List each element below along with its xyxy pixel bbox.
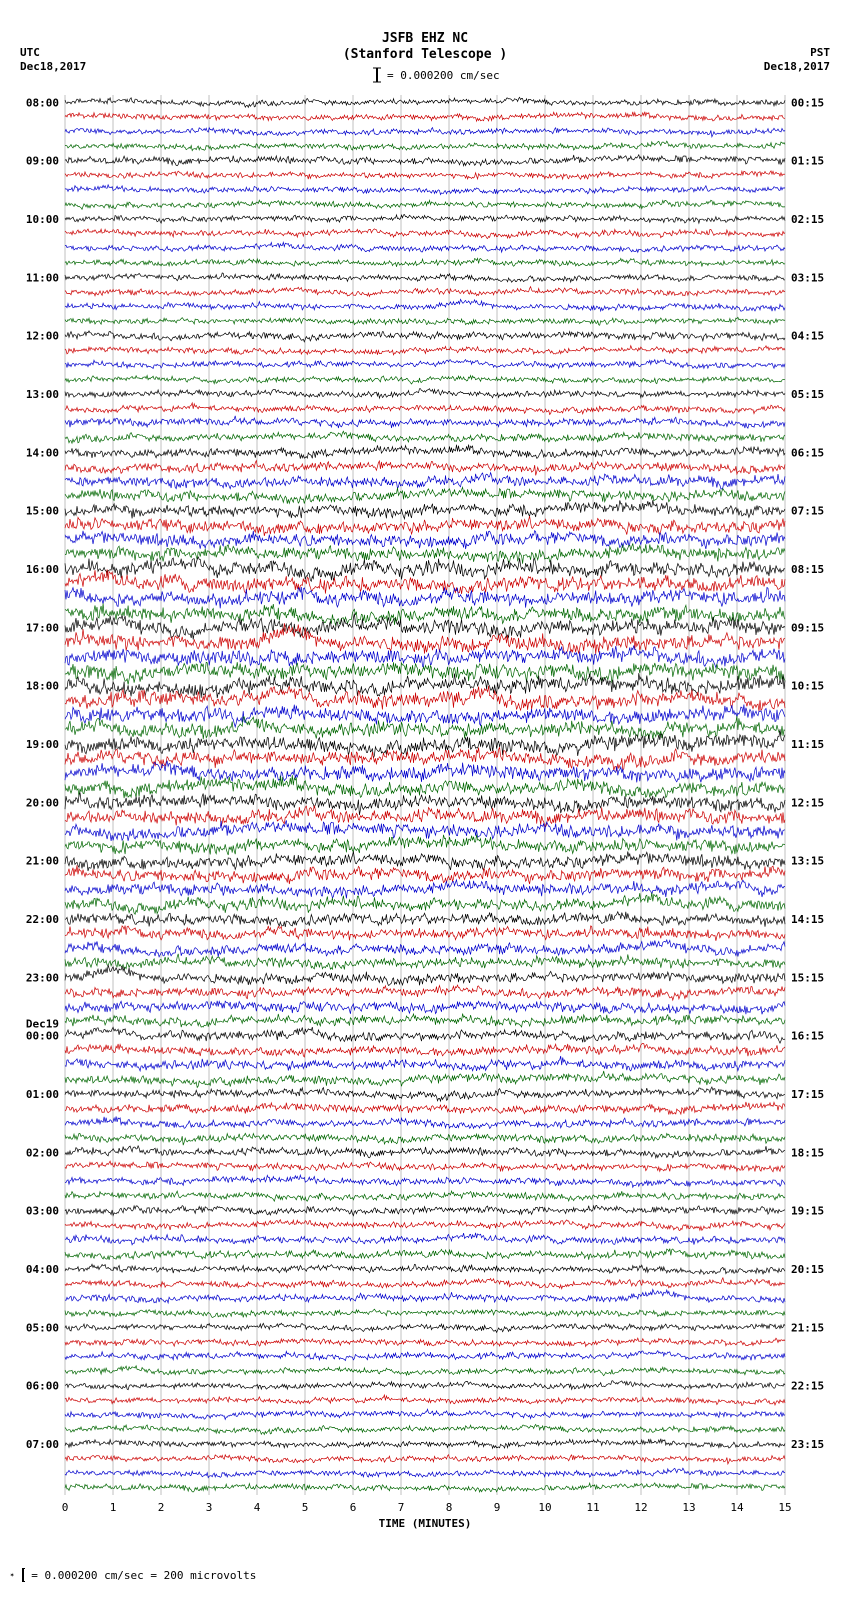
scale-bar-icon bbox=[22, 1568, 25, 1582]
svg-text:= 0.000200 cm/sec: = 0.000200 cm/sec bbox=[387, 69, 500, 82]
svg-text:16:15: 16:15 bbox=[791, 1030, 824, 1043]
svg-text:10: 10 bbox=[538, 1501, 551, 1514]
helicorder-plot: JSFB EHZ NC(Stanford Telescope ) = 0.0002… bbox=[10, 10, 840, 1560]
svg-text:14:15: 14:15 bbox=[791, 913, 824, 926]
svg-text:15:00: 15:00 bbox=[26, 505, 59, 518]
svg-text:04:15: 04:15 bbox=[791, 330, 824, 343]
svg-text:05:15: 05:15 bbox=[791, 388, 824, 401]
svg-text:5: 5 bbox=[302, 1501, 309, 1514]
svg-text:7: 7 bbox=[398, 1501, 405, 1514]
svg-text:03:00: 03:00 bbox=[26, 1205, 59, 1218]
svg-text:TIME (MINUTES): TIME (MINUTES) bbox=[379, 1517, 472, 1530]
svg-text:2: 2 bbox=[158, 1501, 165, 1514]
svg-text:21:00: 21:00 bbox=[26, 855, 59, 868]
svg-text:13: 13 bbox=[682, 1501, 695, 1514]
svg-text:10:15: 10:15 bbox=[791, 680, 824, 693]
svg-text:12:00: 12:00 bbox=[26, 330, 59, 343]
svg-text:23:00: 23:00 bbox=[26, 971, 59, 984]
svg-text:09:00: 09:00 bbox=[26, 155, 59, 168]
svg-text:15:15: 15:15 bbox=[791, 971, 824, 984]
svg-text:12: 12 bbox=[634, 1501, 647, 1514]
svg-text:02:00: 02:00 bbox=[26, 1146, 59, 1159]
svg-text:15: 15 bbox=[778, 1501, 791, 1514]
svg-text:0: 0 bbox=[62, 1501, 69, 1514]
svg-text:JSFB EHZ NC: JSFB EHZ NC bbox=[382, 31, 468, 46]
svg-text:10:00: 10:00 bbox=[26, 213, 59, 226]
svg-text:14:00: 14:00 bbox=[26, 446, 59, 459]
svg-text:18:00: 18:00 bbox=[26, 680, 59, 693]
svg-text:08:15: 08:15 bbox=[791, 563, 824, 576]
svg-text:17:00: 17:00 bbox=[26, 621, 59, 634]
svg-text:06:15: 06:15 bbox=[791, 446, 824, 459]
svg-text:11:15: 11:15 bbox=[791, 738, 824, 751]
svg-text:01:00: 01:00 bbox=[26, 1088, 59, 1101]
svg-text:01:15: 01:15 bbox=[791, 155, 824, 168]
svg-text:8: 8 bbox=[446, 1501, 453, 1514]
svg-text:UTC: UTC bbox=[20, 46, 40, 59]
svg-text:23:15: 23:15 bbox=[791, 1438, 824, 1451]
svg-text:07:00: 07:00 bbox=[26, 1438, 59, 1451]
svg-text:14: 14 bbox=[730, 1501, 744, 1514]
svg-text:17:15: 17:15 bbox=[791, 1088, 824, 1101]
svg-text:11:00: 11:00 bbox=[26, 271, 59, 284]
svg-text:21:15: 21:15 bbox=[791, 1321, 824, 1334]
svg-text:19:00: 19:00 bbox=[26, 738, 59, 751]
svg-text:13:15: 13:15 bbox=[791, 855, 824, 868]
svg-text:3: 3 bbox=[206, 1501, 213, 1514]
svg-text:02:15: 02:15 bbox=[791, 213, 824, 226]
svg-text:06:00: 06:00 bbox=[26, 1380, 59, 1393]
svg-text:Dec18,2017: Dec18,2017 bbox=[20, 60, 86, 73]
svg-text:18:15: 18:15 bbox=[791, 1146, 824, 1159]
svg-text:03:15: 03:15 bbox=[791, 271, 824, 284]
svg-text:22:15: 22:15 bbox=[791, 1380, 824, 1393]
svg-text:04:00: 04:00 bbox=[26, 1263, 59, 1276]
svg-text:9: 9 bbox=[494, 1501, 501, 1514]
svg-text:(Stanford Telescope ): (Stanford Telescope ) bbox=[343, 47, 507, 62]
svg-text:00:15: 00:15 bbox=[791, 96, 824, 109]
svg-text:13:00: 13:00 bbox=[26, 388, 59, 401]
footer-text: = 0.000200 cm/sec = 200 microvolts bbox=[31, 1569, 256, 1582]
svg-text:19:15: 19:15 bbox=[791, 1205, 824, 1218]
svg-text:4: 4 bbox=[254, 1501, 261, 1514]
svg-text:20:15: 20:15 bbox=[791, 1263, 824, 1276]
svg-text:11: 11 bbox=[586, 1501, 599, 1514]
svg-text:PST: PST bbox=[810, 46, 830, 59]
svg-text:22:00: 22:00 bbox=[26, 913, 59, 926]
svg-text:20:00: 20:00 bbox=[26, 796, 59, 809]
svg-text:08:00: 08:00 bbox=[26, 96, 59, 109]
svg-text:6: 6 bbox=[350, 1501, 357, 1514]
svg-text:05:00: 05:00 bbox=[26, 1321, 59, 1334]
svg-text:1: 1 bbox=[110, 1501, 117, 1514]
footer-scale: ✶ = 0.000200 cm/sec = 200 microvolts bbox=[10, 1568, 840, 1582]
svg-text:12:15: 12:15 bbox=[791, 796, 824, 809]
svg-text:00:00: 00:00 bbox=[26, 1030, 59, 1043]
svg-text:07:15: 07:15 bbox=[791, 505, 824, 518]
svg-text:Dec18,2017: Dec18,2017 bbox=[764, 60, 830, 73]
svg-text:09:15: 09:15 bbox=[791, 621, 824, 634]
svg-text:16:00: 16:00 bbox=[26, 563, 59, 576]
